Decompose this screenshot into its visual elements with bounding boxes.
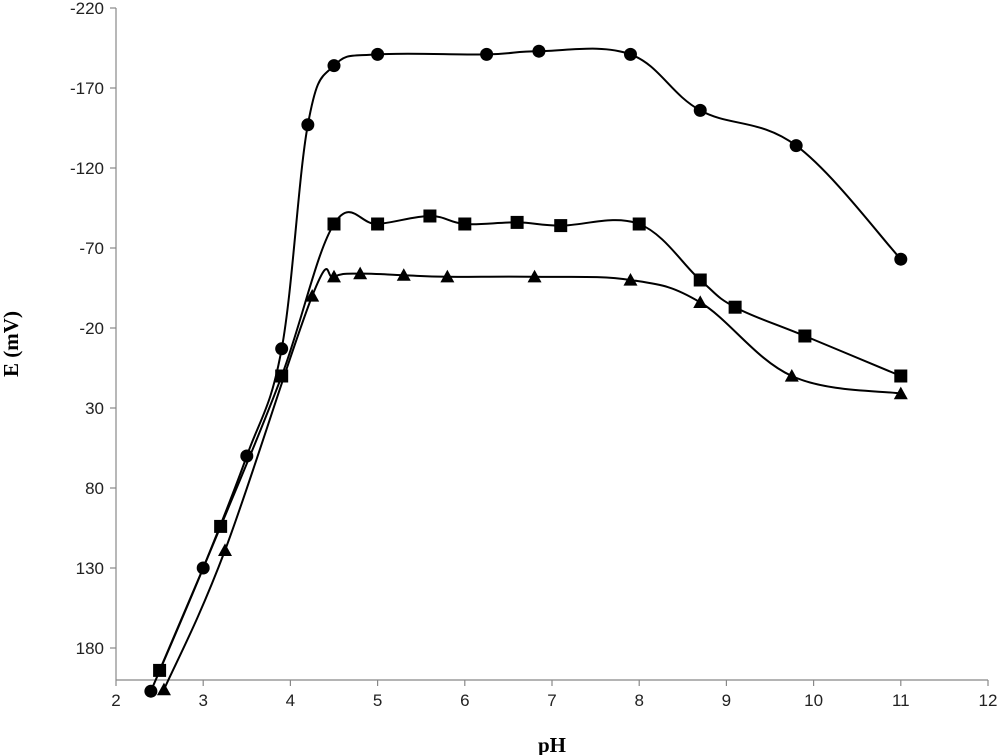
data-point-triangle (305, 289, 320, 302)
plot-area: -220 -170 -120 -70 -20 30 80 130 180 2 3 4 5 6 7 8 9 10 1… (70, 0, 997, 710)
x-tick-label: 9 (722, 691, 731, 710)
x-tick-label: 10 (804, 691, 823, 710)
data-point-circle (894, 252, 908, 266)
data-point-triangle (327, 269, 341, 283)
data-point-square (458, 217, 472, 231)
y-tick-label: 180 (76, 639, 104, 658)
series-line-circle (149, 47, 902, 692)
series-circle (144, 44, 908, 698)
data-point-square (153, 663, 167, 677)
data-point-circle (301, 118, 315, 132)
x-tick-label: 2 (111, 691, 120, 710)
data-point-square (554, 219, 568, 233)
x-tick-label: 12 (979, 691, 998, 710)
x-tick-label: 7 (547, 691, 556, 710)
data-point-triangle (396, 268, 411, 281)
x-tick-label: 3 (198, 691, 207, 710)
data-point-triangle (353, 266, 368, 280)
series-triangle (156, 266, 908, 696)
series-line-triangle (163, 268, 901, 691)
x-ticks: 2 3 4 5 6 7 8 9 10 11 12 (111, 680, 997, 710)
data-point-square (327, 217, 341, 231)
data-point-triangle (784, 369, 799, 382)
data-point-triangle (440, 269, 455, 283)
x-tick-label: 8 (634, 691, 643, 710)
data-point-circle (144, 684, 158, 698)
y-tick-label: 130 (76, 559, 104, 578)
x-axis-title: pH (538, 733, 566, 755)
data-point-triangle (156, 682, 171, 696)
x-tick-label: 4 (286, 691, 295, 710)
data-point-square (798, 329, 812, 343)
x-tick-label: 6 (460, 691, 469, 710)
y-tick-label: -120 (70, 159, 104, 178)
data-point-triangle (527, 269, 542, 283)
data-point-triangle (893, 386, 908, 400)
series-square (153, 209, 908, 677)
x-tick-label: 11 (892, 691, 910, 710)
data-point-circle (327, 59, 341, 73)
data-point-square (214, 519, 228, 533)
x-tick-label: 5 (373, 691, 382, 710)
data-point-circle (275, 342, 289, 356)
series-group (144, 44, 908, 698)
y-axis-title: E (mV) (0, 311, 23, 377)
data-point-triangle (623, 273, 638, 286)
data-point-circle (693, 103, 707, 117)
data-point-square (371, 217, 385, 231)
y-tick-label: -170 (70, 79, 104, 98)
y-tick-label: -220 (70, 0, 104, 18)
data-point-circle (371, 47, 385, 61)
y-tick-label: 30 (85, 399, 104, 418)
data-point-square (894, 369, 908, 383)
data-point-circle (532, 44, 546, 58)
data-point-square (728, 300, 742, 314)
data-point-square (693, 273, 707, 287)
data-point-circle (240, 449, 254, 463)
y-tick-label: -20 (79, 319, 104, 338)
data-point-square (632, 217, 646, 231)
data-point-circle (480, 47, 494, 61)
data-point-square (423, 209, 437, 223)
data-point-circle (623, 47, 637, 61)
y-tick-label: 80 (85, 479, 104, 498)
data-point-square (510, 215, 524, 229)
data-point-triangle (218, 543, 232, 556)
data-point-circle (789, 139, 803, 153)
y-tick-label: -70 (79, 239, 104, 258)
y-ticks: -220 -170 -120 -70 -20 30 80 130 180 (70, 0, 116, 658)
data-point-triangle (693, 295, 708, 308)
